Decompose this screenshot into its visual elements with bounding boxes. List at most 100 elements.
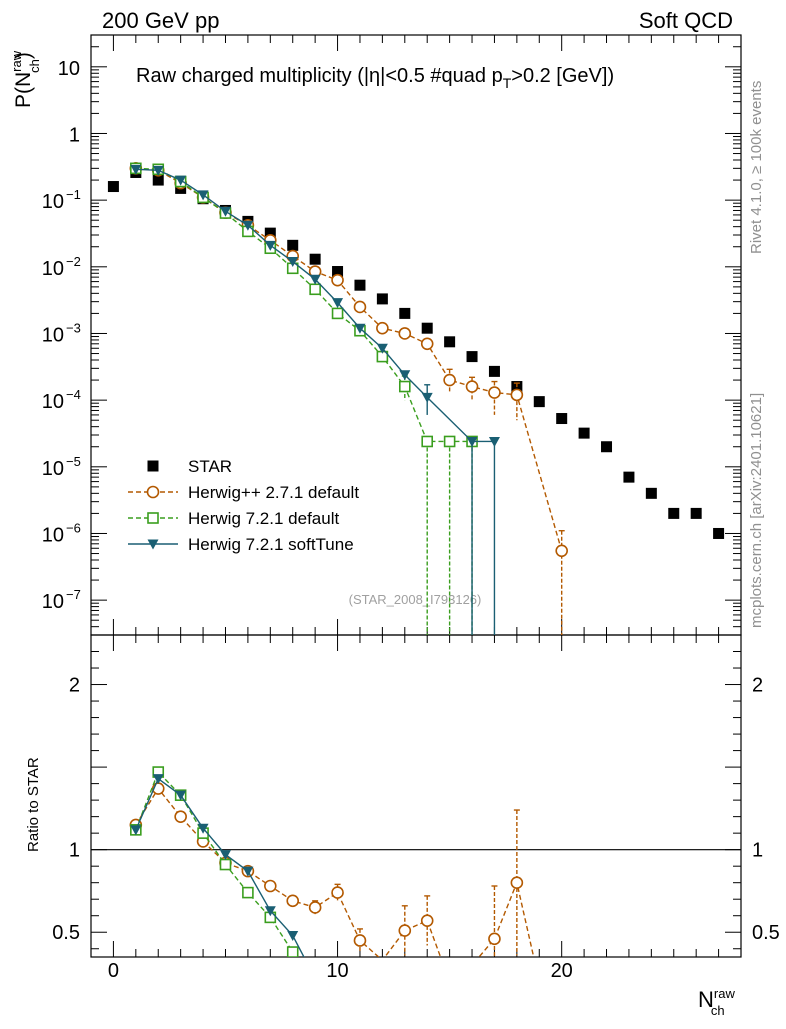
data-point (219, 206, 231, 217)
ratio-point (308, 901, 322, 914)
data-point (510, 388, 524, 402)
ylabel-sub: ch (27, 59, 42, 73)
ratio-tick-label-right: 1 (752, 840, 763, 862)
data-point (421, 435, 434, 448)
data-point (601, 441, 613, 453)
data-point (332, 266, 344, 278)
y-tick-label-exponent: −1 (66, 187, 81, 202)
data-point (420, 337, 434, 351)
data-point (443, 373, 456, 387)
data-point (354, 323, 366, 334)
legend: STAR Herwig++ 2.7.1 default Herwig 7.2.1 d… (128, 457, 359, 554)
data-point (309, 283, 321, 296)
title-post: >0.2 [GeV]) (511, 65, 614, 87)
ylabel-sup: raw (9, 50, 24, 72)
ratio-point (197, 823, 209, 834)
ratio-point (242, 886, 254, 899)
data-point (130, 164, 142, 175)
data-point (197, 190, 209, 201)
ratio-point (242, 866, 254, 877)
legend-entry: STAR (147, 457, 232, 476)
ratio-point (264, 906, 276, 917)
data-point (376, 321, 389, 335)
data-point (466, 436, 478, 447)
ratio-point (175, 790, 187, 801)
data-point (444, 336, 456, 348)
title-sub: T (503, 75, 512, 91)
y-tick-label-exponent: −6 (66, 520, 81, 535)
data-point (690, 507, 702, 519)
ratio-series-herwig-7-2-1-softtune (130, 774, 305, 957)
legend-label: Herwig++ 2.7.1 default (188, 483, 359, 502)
data-point (353, 300, 367, 314)
y-tick-label-exponent: −3 (66, 320, 81, 335)
ratio-point (488, 932, 501, 946)
data-point (668, 507, 680, 519)
data-point (623, 471, 635, 483)
title-eta: η (369, 65, 380, 87)
series-line (135, 167, 473, 443)
ratio-point (174, 810, 187, 823)
header-right-label: Soft QCD (639, 8, 733, 33)
data-point (713, 527, 725, 539)
data-point (421, 392, 433, 403)
xlabel-base: N (698, 987, 714, 1012)
xlabel-sup: raw (714, 986, 736, 1001)
ratio-point (286, 894, 300, 908)
data-point (488, 436, 500, 447)
main-series (107, 162, 725, 635)
data-point (242, 220, 254, 231)
y-tick-label: 10 (42, 391, 64, 413)
data-point (287, 239, 299, 251)
ratio-point (130, 825, 142, 836)
data-point (465, 380, 479, 393)
ratio-point (287, 931, 299, 942)
ratio-point (219, 858, 232, 871)
main-axis-ticks (90, 34, 742, 636)
ratio-point (420, 914, 434, 927)
ratio-point (398, 924, 412, 937)
data-point (488, 365, 500, 377)
data-point (175, 175, 187, 186)
data-point (398, 380, 411, 393)
header-left-label: 200 GeV pp (102, 8, 219, 33)
y-tick-label-exponent: −5 (66, 454, 81, 469)
data-point (376, 293, 388, 305)
data-point (354, 279, 366, 291)
series-herwig-7-2-1-softtune (130, 164, 500, 635)
y-axis-label: P(Nraw ch) (9, 50, 42, 108)
side-label-rivet: Rivet 4.1.0, ≥ 100k events (748, 81, 765, 254)
data-point (309, 253, 321, 265)
ratio-point (510, 876, 524, 889)
ratio-tick-label-left: 2 (69, 675, 80, 697)
ratio-point (286, 946, 299, 957)
legend-marker (147, 512, 159, 524)
y-tick-label: 10 (58, 58, 80, 80)
legend-entry: Herwig 7.2.1 softTune (128, 535, 354, 554)
data-point (107, 181, 119, 193)
legend-label: Herwig 7.2.1 default (188, 509, 339, 528)
x-tick-label: 10 (326, 960, 348, 982)
legend-marker (146, 485, 160, 499)
y-tick-label: 10 (42, 591, 64, 613)
legend-entry: Herwig 7.2.1 default (128, 509, 339, 528)
data-point (533, 396, 545, 408)
y-tick-label: 10 (42, 258, 64, 280)
y-tick-label-exponent: −4 (66, 387, 81, 402)
series-line (135, 168, 495, 443)
y-tick-label: 10 (42, 324, 64, 346)
y-tick-label: 10 (42, 458, 64, 480)
title-pre: Raw charged multiplicity (| (136, 65, 369, 87)
chart-title: Raw charged multiplicity (|η|<0.5 #quad … (136, 65, 614, 91)
ratio-point (264, 879, 277, 893)
data-point (555, 544, 568, 558)
series-herwig-7-2-1-default (130, 162, 478, 635)
data-point (376, 343, 388, 354)
side-label-mcplots: mcplots.cern.ch [arXiv:2401.10621] (748, 393, 765, 628)
ratio-point (152, 774, 164, 785)
legend-marker (147, 460, 159, 472)
x-axis-label: Nraw ch (698, 986, 735, 1018)
data-point (399, 370, 411, 381)
reference-tag: (STAR_2008_I793126) (349, 592, 482, 607)
